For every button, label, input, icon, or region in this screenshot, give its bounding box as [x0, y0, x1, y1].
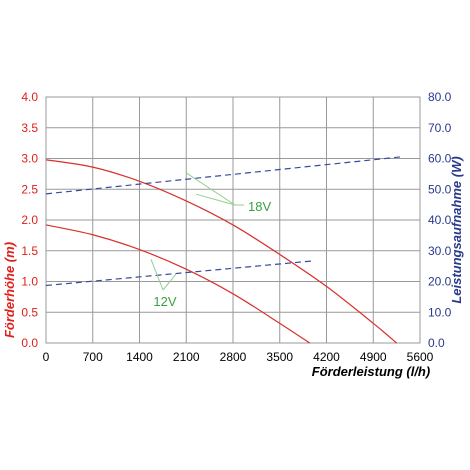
y-right-tick-label: 20.0 [428, 275, 452, 289]
y-right-tick-label: 10.0 [428, 305, 452, 319]
series-head-12v [45, 224, 311, 344]
annotation-leaders [150, 172, 244, 291]
y-left-tick-label: 1.0 [21, 275, 38, 289]
y-right-tick-label: 60.0 [428, 152, 452, 166]
x-tick-label: 1400 [126, 350, 153, 364]
x-tick-label: 3500 [266, 350, 293, 364]
series-head-18v [45, 159, 398, 344]
y-right-tick-label: 30.0 [428, 244, 452, 258]
y-left-tick-label: 0.5 [21, 305, 38, 319]
leader-18v-head [195, 193, 236, 206]
leader-12v-head [150, 259, 164, 291]
y-left-tick-label: 2.0 [21, 213, 38, 227]
annotation-18v: 18V [248, 199, 271, 214]
y-right-tick-label: 40.0 [428, 213, 452, 227]
y-right-tick-label: 80.0 [428, 90, 452, 104]
y-left-tick-label: 1.5 [21, 244, 38, 258]
x-tick-label: 5600 [407, 350, 434, 364]
annotation-12v: 12V [153, 294, 176, 309]
y-left-tick-label: 4.0 [21, 90, 38, 104]
y-left-tick-label: 3.5 [21, 121, 38, 135]
x-tick-label: 2100 [173, 350, 200, 364]
series-power-18v [45, 156, 401, 195]
x-tick-label: 4900 [360, 350, 387, 364]
grid [45, 96, 421, 344]
y-left-axis-title: Förderhöhe (m) [2, 242, 17, 338]
x-tick-label: 2800 [220, 350, 247, 364]
leader-12v-power [162, 273, 177, 291]
x-tick-label: 0 [43, 350, 50, 364]
y-left-tick-label: 3.0 [21, 152, 38, 166]
y-left-tick-label: 0.0 [21, 336, 38, 350]
tick-labels: 0 700 1400 2100 2800 3500 4200 4900 56000.00.51.… [21, 90, 451, 364]
y-right-axis-title: Leistungsaufnahme (W) [449, 156, 464, 303]
y-left-tick-label: 2.5 [21, 182, 38, 196]
series-power-12v [45, 260, 314, 287]
x-tick-label: 700 [83, 350, 103, 364]
y-right-tick-label: 50.0 [428, 182, 452, 196]
series-layer [45, 156, 401, 344]
y-right-tick-label: 0.0 [428, 336, 445, 350]
x-axis-title: Förderleistung (l/h) [312, 364, 430, 379]
y-right-tick-label: 70.0 [428, 121, 452, 135]
annotations: 18V 12V [153, 199, 271, 309]
leader-18v-power [185, 172, 236, 206]
x-tick-label: 4200 [313, 350, 340, 364]
